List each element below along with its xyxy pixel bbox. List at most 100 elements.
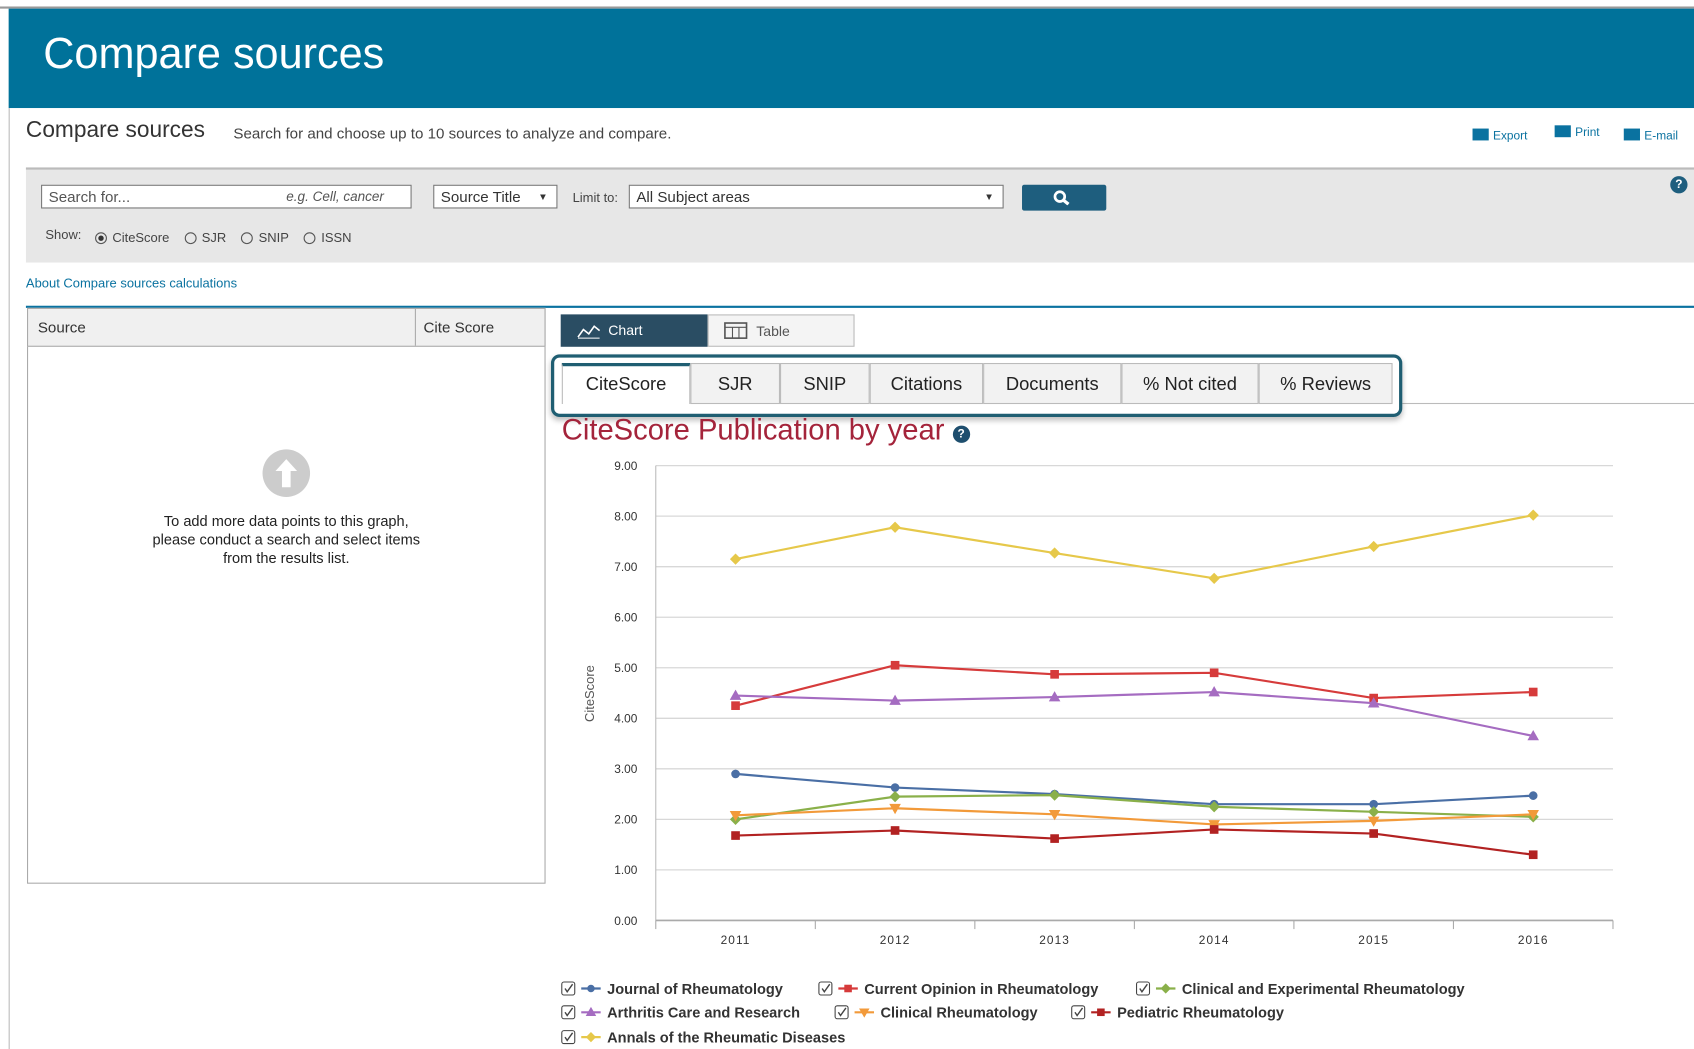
y-tick-label: 5.00 xyxy=(614,661,638,675)
search-input[interactable]: Search for... e.g. Cell, cancer xyxy=(41,184,412,209)
data-point xyxy=(729,813,742,825)
empty-message: To add more data points to this graph, p… xyxy=(152,513,421,567)
data-point xyxy=(1369,829,1378,838)
x-tick-label: 2013 xyxy=(1039,933,1070,947)
data-point xyxy=(1527,509,1539,521)
legend-check xyxy=(821,983,831,993)
data-point xyxy=(1208,801,1220,813)
source-table-header xyxy=(27,307,546,347)
export-label[interactable]: Export xyxy=(1493,129,1528,143)
banner xyxy=(8,8,1694,109)
show-option[interactable]: CiteScore xyxy=(95,230,169,245)
about-link[interactable]: About Compare sources calculations xyxy=(25,275,238,291)
column-header: Source xyxy=(37,318,86,336)
data-point xyxy=(890,826,900,835)
table-icon xyxy=(724,322,748,339)
export-button[interactable]: Export xyxy=(1472,128,1528,143)
metric-tab[interactable]: SNIP xyxy=(780,362,870,405)
chart-title: CiteScore Publication by year xyxy=(561,413,945,447)
email-label[interactable]: E-mail xyxy=(1644,129,1678,143)
x-tick-label: 2015 xyxy=(1358,933,1389,947)
chart-icon xyxy=(577,325,601,339)
data-point xyxy=(1048,789,1061,801)
plot-area xyxy=(655,465,1613,921)
series-line xyxy=(735,664,1534,707)
data-point xyxy=(1367,697,1380,708)
email-button[interactable]: E-mail xyxy=(1623,128,1678,143)
upload-icon xyxy=(262,449,311,497)
legend-label: Annals of the Rheumatic Diseases xyxy=(607,1031,845,1047)
limit-label: Limit to: xyxy=(572,190,618,206)
data-point xyxy=(889,694,901,705)
show-options: CiteScore SJR SNIP ISSN xyxy=(95,230,367,245)
legend-check xyxy=(837,1007,847,1017)
y-tick-label: 0.00 xyxy=(614,914,638,928)
print-button[interactable]: Print xyxy=(1554,125,1600,140)
data-point xyxy=(729,811,742,822)
series-line xyxy=(735,828,1534,856)
legend-marker xyxy=(585,1032,597,1043)
data-point xyxy=(1368,540,1380,553)
top-border xyxy=(0,6,1694,9)
search-hint: e.g. Cell, cancer xyxy=(286,189,384,205)
data-point xyxy=(731,831,740,840)
option-label: SNIP xyxy=(258,230,289,246)
data-point xyxy=(1209,799,1219,809)
limit-select[interactable]: All Subject areas ▼ xyxy=(628,184,1004,209)
legend-marker xyxy=(844,984,852,993)
radio-button[interactable] xyxy=(303,232,316,245)
legend-label: Current Opinion in Rheumatology xyxy=(864,982,1099,998)
series-line xyxy=(735,690,1534,738)
search-button[interactable] xyxy=(1022,184,1107,211)
data-point xyxy=(1209,825,1219,834)
data-point xyxy=(889,791,901,803)
data-point xyxy=(889,803,901,815)
chart-title-wrap: CiteScore Publication by year ? xyxy=(562,414,970,447)
column-header: Cite Score xyxy=(423,318,495,336)
legend-marker xyxy=(859,1008,870,1018)
metric-tab[interactable]: % Reviews xyxy=(1258,362,1393,405)
data-point xyxy=(1368,806,1380,818)
metric-tab[interactable]: Documents xyxy=(983,362,1122,405)
separator xyxy=(25,305,1694,308)
legend-checkbox xyxy=(1135,981,1151,996)
x-tick-label: 2014 xyxy=(1199,933,1230,947)
legend-checkbox xyxy=(1071,1005,1086,1020)
x-tick-label: 2016 xyxy=(1518,933,1549,947)
help-icon[interactable]: ? xyxy=(1670,176,1688,194)
metric-tab[interactable]: SJR xyxy=(690,362,781,405)
show-option[interactable]: SNIP xyxy=(241,230,289,245)
series-line xyxy=(735,514,1534,580)
radio-button[interactable] xyxy=(241,232,254,245)
metric-tab[interactable]: CiteScore xyxy=(561,362,691,405)
field-select[interactable]: Source Title ▼ xyxy=(433,184,558,209)
legend-check xyxy=(564,983,574,993)
show-option[interactable]: ISSN xyxy=(303,230,352,246)
option-label: ISSN xyxy=(321,230,352,246)
data-point xyxy=(889,521,901,533)
data-point xyxy=(729,553,742,565)
legend-checkbox xyxy=(834,1005,849,1020)
metric-tab[interactable]: Citations xyxy=(869,362,984,405)
column-divider xyxy=(414,308,416,346)
y-tick-label: 3.00 xyxy=(614,762,638,776)
data-point xyxy=(1050,789,1059,799)
data-point xyxy=(1209,668,1219,678)
data-point xyxy=(1050,834,1059,843)
legend-marker xyxy=(587,984,595,993)
legend-marker xyxy=(585,1006,597,1017)
radio-button[interactable] xyxy=(184,232,197,245)
data-point xyxy=(1528,850,1538,860)
data-point xyxy=(890,783,900,792)
print-label[interactable]: Print xyxy=(1575,126,1600,140)
metric-tab[interactable]: % Not cited xyxy=(1121,362,1259,405)
legend-checkbox xyxy=(818,981,833,996)
tab-label: Chart xyxy=(608,321,643,339)
show-option[interactable]: SJR xyxy=(184,230,226,245)
help-icon[interactable]: ? xyxy=(952,425,970,443)
radio-button[interactable] xyxy=(95,232,107,245)
y-tick-label: 8.00 xyxy=(614,509,638,523)
legend-check xyxy=(564,1032,574,1042)
section-description: Search for and choose up to 10 sources t… xyxy=(233,124,672,142)
